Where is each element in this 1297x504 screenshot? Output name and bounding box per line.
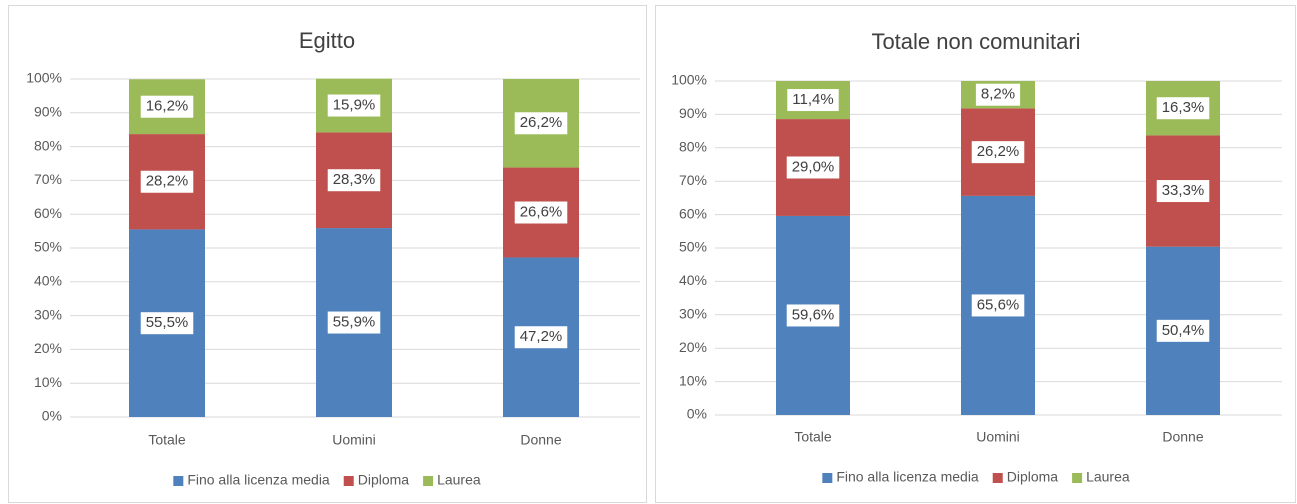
legend-marker — [992, 473, 1003, 483]
y-tick-label: 30% — [679, 306, 707, 322]
legend-marker — [173, 476, 184, 486]
chart-title: Egitto — [299, 28, 355, 53]
value-label-box — [514, 112, 568, 135]
value-label-box — [975, 83, 1021, 106]
legend-label: Diploma — [1007, 469, 1059, 485]
value-label: 29,0% — [792, 158, 835, 175]
y-tick-label: 90% — [34, 104, 62, 120]
value-label-box — [971, 294, 1025, 317]
value-label-box — [327, 311, 381, 334]
legend-marker — [423, 476, 434, 486]
y-tick-label: 80% — [679, 139, 707, 155]
y-tick-label: 60% — [34, 205, 62, 221]
value-label-box — [1156, 97, 1210, 120]
y-tick-label: 90% — [679, 105, 707, 121]
x-tick-label: Uomini — [332, 432, 376, 448]
y-tick-label: 10% — [679, 372, 707, 388]
value-label: 11,4% — [792, 91, 833, 108]
y-tick-label: 20% — [34, 340, 62, 356]
value-label: 55,5% — [146, 314, 189, 331]
legend-marker — [1072, 473, 1083, 483]
legend-label: Laurea — [437, 472, 481, 488]
legend-label: Fino alla licenza media — [187, 472, 330, 488]
value-label: 26,6% — [520, 203, 563, 220]
value-label: 33,3% — [1162, 182, 1205, 199]
value-label-box — [786, 304, 840, 327]
chart-title: Totale non comunitari — [871, 29, 1080, 54]
value-label-box — [786, 156, 840, 179]
value-label: 15,9% — [333, 97, 376, 114]
legend-label: Laurea — [1086, 469, 1130, 485]
value-label-box — [514, 201, 568, 224]
legend-marker — [343, 476, 354, 486]
value-label-box — [787, 89, 839, 112]
y-tick-label: 50% — [34, 239, 62, 255]
y-tick-label: 10% — [34, 374, 62, 390]
value-label-box — [1156, 180, 1210, 203]
y-tick-label: 80% — [34, 137, 62, 153]
value-label: 28,3% — [333, 171, 376, 188]
value-label: 26,2% — [977, 143, 1020, 160]
x-tick-label: Donne — [1162, 429, 1203, 445]
legend-label: Fino alla licenza media — [836, 469, 979, 485]
value-label: 59,6% — [792, 306, 835, 323]
x-tick-label: Donne — [520, 432, 561, 448]
value-label-box — [140, 312, 194, 335]
x-tick-label: Totale — [794, 429, 832, 445]
value-label-box — [140, 95, 194, 118]
legend-label: Diploma — [358, 472, 410, 488]
y-tick-label: 70% — [679, 172, 707, 188]
y-tick-label: 100% — [671, 72, 707, 88]
value-label-box — [327, 94, 381, 117]
x-tick-label: Totale — [148, 432, 186, 448]
value-label: 8,2% — [981, 86, 1015, 103]
value-label-box — [327, 169, 381, 192]
value-label: 55,9% — [333, 313, 376, 330]
value-label-box — [1156, 319, 1210, 342]
y-tick-label: 0% — [42, 408, 62, 424]
y-tick-label: 40% — [679, 272, 707, 288]
value-label: 47,2% — [520, 328, 563, 345]
y-tick-label: 30% — [34, 306, 62, 322]
x-tick-label: Uomini — [976, 429, 1020, 445]
value-label: 28,2% — [146, 173, 189, 190]
value-label-box — [514, 326, 568, 349]
y-tick-label: 40% — [34, 273, 62, 289]
y-tick-label: 60% — [679, 205, 707, 221]
y-tick-label: 50% — [679, 239, 707, 255]
y-tick-label: 0% — [687, 406, 707, 422]
y-tick-label: 100% — [26, 70, 62, 86]
value-label: 26,2% — [520, 114, 563, 131]
value-label: 16,3% — [1162, 99, 1205, 116]
value-label-box — [971, 141, 1025, 164]
value-label: 65,6% — [977, 296, 1020, 313]
legend-marker — [822, 473, 833, 483]
value-label: 16,2% — [146, 98, 189, 115]
y-tick-label: 70% — [34, 171, 62, 187]
value-label-box — [140, 170, 194, 193]
y-tick-label: 20% — [679, 339, 707, 355]
value-label: 50,4% — [1162, 322, 1205, 339]
